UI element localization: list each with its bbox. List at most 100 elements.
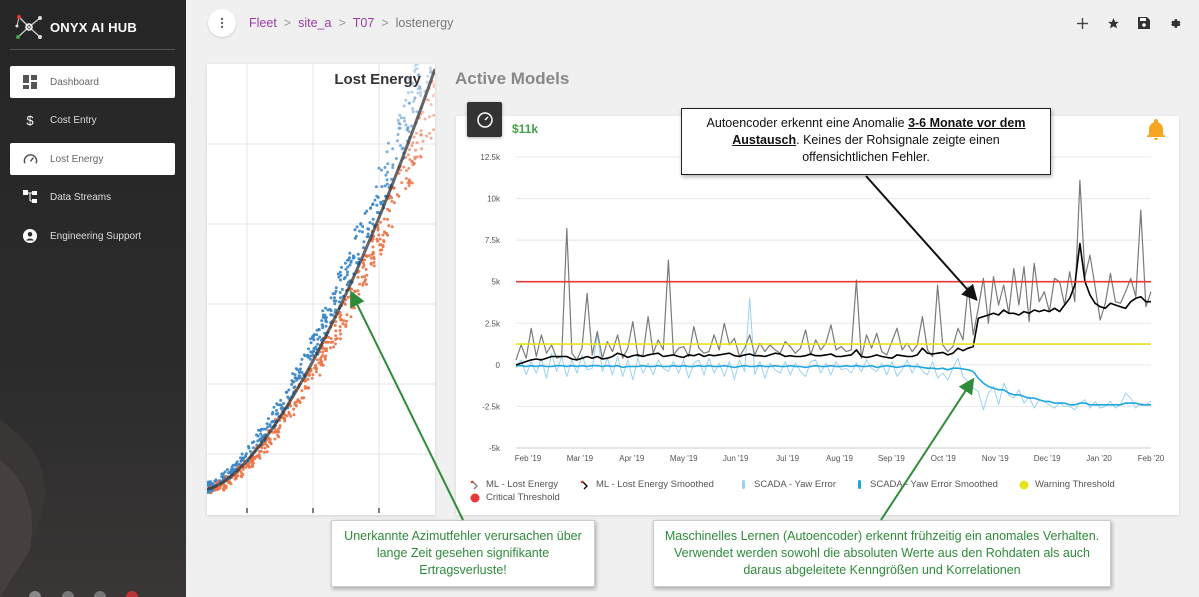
scatter-point: [348, 263, 352, 267]
legend-item[interactable]: Critical Threshold: [470, 492, 560, 503]
scatter-point: [239, 459, 243, 463]
scatter-point: [320, 319, 324, 323]
scatter-point: [399, 144, 402, 148]
scatter-point: [334, 289, 338, 293]
scatter-point: [410, 144, 414, 148]
star-icon: [1107, 17, 1119, 28]
model-type-button[interactable]: [467, 102, 502, 137]
scatter-point: [414, 148, 418, 152]
scatter-point: [410, 90, 414, 94]
scatter-point: [307, 347, 310, 351]
scatter-point: [327, 335, 331, 339]
scatter-point: [427, 98, 430, 102]
scatter-point: [349, 315, 353, 319]
scatter-point: [404, 187, 408, 191]
scatter-point: [350, 301, 354, 305]
add-icon: [1076, 17, 1088, 29]
sidebar-item-label: Cost Entry: [50, 114, 97, 126]
series-line-3: [516, 364, 1151, 406]
bell-icon[interactable]: [1144, 118, 1168, 142]
favorite-button[interactable]: [1105, 15, 1121, 31]
settings-button[interactable]: [1166, 15, 1182, 31]
scatter-point: [421, 110, 425, 114]
scatter-point: [387, 141, 390, 145]
scatter-point: [266, 445, 270, 449]
more-menu-button[interactable]: [208, 9, 236, 37]
scatter-point: [220, 472, 224, 476]
scatter-point: [265, 450, 269, 454]
scatter-point: [262, 450, 266, 454]
x-tick-label: Mar '19: [567, 454, 594, 463]
callout-text: . Keines der Rohsignale zeigte einen off…: [796, 133, 1000, 164]
breadcrumb-fleet[interactable]: Fleet: [249, 16, 277, 30]
scatter-point: [391, 163, 395, 167]
scatter-point: [245, 463, 249, 467]
scatter-point: [385, 150, 389, 154]
scatter-point: [385, 182, 389, 186]
scatter-point: [411, 110, 415, 114]
scatter-point: [410, 181, 414, 185]
x-tick-label: Feb '19: [515, 454, 542, 463]
scatter-point: [369, 206, 373, 210]
add-button[interactable]: [1074, 15, 1090, 31]
scatter-point: [293, 376, 297, 380]
scatter-point: [310, 376, 314, 380]
sidebar-item-data-streams[interactable]: Data Streams: [10, 181, 175, 213]
save-button[interactable]: [1136, 15, 1152, 31]
scatter-point: [410, 159, 414, 163]
scatter-point: [398, 126, 402, 130]
scatter-point: [415, 110, 419, 114]
scatter-point: [340, 265, 343, 269]
x-tick-label: May '19: [670, 454, 698, 463]
scatter-point: [414, 131, 418, 135]
scatter-point: [331, 292, 335, 296]
scatter-point: [382, 230, 386, 234]
scatter-point: [359, 222, 363, 226]
legend-item[interactable]: SCADA - Yaw Error Smoothed: [856, 479, 998, 490]
scatter-point: [218, 486, 222, 490]
y-tick-label: -5k: [489, 444, 501, 453]
sidebar-item-lost-energy[interactable]: Lost Energy: [10, 143, 175, 175]
legend-item[interactable]: SCADA - Yaw Error: [740, 479, 836, 490]
scatter-point: [402, 104, 406, 108]
scatter-point: [379, 202, 383, 206]
scatter-point: [362, 240, 366, 244]
scatter-point: [348, 256, 351, 260]
scatter-point: [309, 354, 313, 358]
scatter-point: [265, 422, 269, 426]
scatter-point: [251, 446, 255, 450]
legend-item[interactable]: ML - Lost Energy Smoothed: [580, 479, 714, 490]
scatter-point: [334, 299, 338, 303]
sidebar-item-cost-entry[interactable]: $ Cost Entry: [10, 104, 175, 136]
legend-item[interactable]: Warning Threshold: [1019, 479, 1115, 490]
scatter-point: [383, 166, 387, 169]
scatter-point: [380, 248, 384, 252]
scatter-point: [234, 462, 238, 466]
scatter-point: [417, 85, 421, 89]
legend-item[interactable]: ML - Lost Energy: [470, 479, 558, 490]
brand[interactable]: ONYX AI HUB: [14, 10, 137, 44]
sidebar-item-dashboard[interactable]: Dashboard: [10, 66, 175, 98]
scatter-point: [287, 412, 291, 416]
scatter-point: [255, 433, 258, 437]
scatter-point: [303, 354, 307, 358]
scatter-point: [326, 340, 330, 344]
scatter-point: [339, 296, 343, 300]
scatter-point: [417, 73, 421, 77]
scatter-point: [367, 227, 371, 231]
scatter-point: [292, 413, 296, 417]
breadcrumb-site[interactable]: site_a: [298, 16, 332, 30]
scatter-point: [385, 178, 389, 182]
y-tick-label: 2.5k: [485, 319, 501, 328]
scatter-point: [423, 117, 427, 121]
scatter-point: [421, 139, 425, 143]
scatter-point: [432, 113, 435, 117]
scatter-point: [377, 166, 381, 170]
breadcrumb-turbine[interactable]: T07: [352, 16, 375, 30]
scatter-point: [291, 380, 295, 384]
scatter-point: [263, 446, 267, 450]
sidebar-item-engineering-support[interactable]: Engineering Support: [10, 220, 175, 252]
scatter-point: [296, 368, 299, 372]
scatter-point: [306, 353, 310, 357]
series-line-0: [515, 179, 1152, 361]
